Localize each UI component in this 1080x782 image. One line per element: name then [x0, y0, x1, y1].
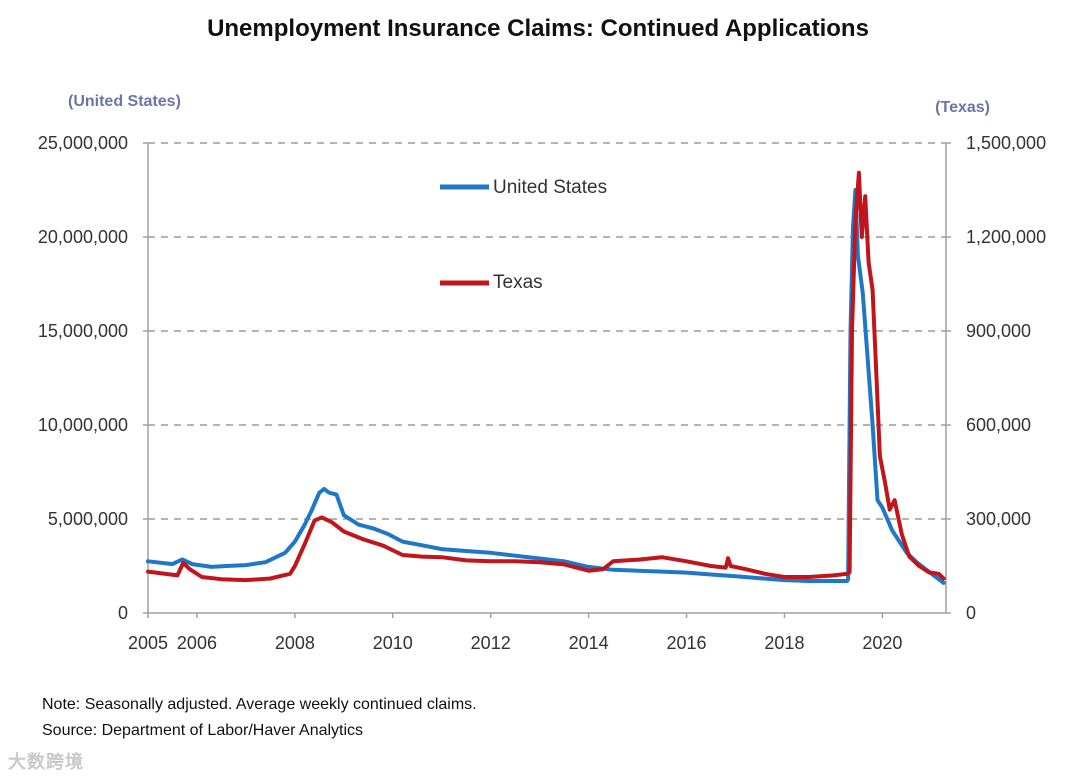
left-tick-label: 25,000,000: [38, 133, 128, 153]
watermark: 大数跨境: [8, 752, 84, 773]
right-tick-label: 600,000: [966, 415, 1031, 435]
axes: [147, 143, 947, 614]
right-tick-label: 1,200,000: [966, 227, 1046, 247]
right-tick-label: 0: [966, 603, 976, 623]
legend-label-texas: Texas: [493, 272, 543, 293]
note-text: Note: Seasonally adjusted. Average weekl…: [42, 696, 477, 713]
left-tick-label: 15,000,000: [38, 321, 128, 341]
left-tick-label: 0: [118, 603, 128, 623]
left-tick-label: 5,000,000: [48, 509, 128, 529]
chart-title: Unemployment Insurance Claims: Continued…: [207, 15, 869, 42]
series-group: [146, 170, 946, 585]
x-tick-label: 2014: [569, 633, 609, 653]
x-tick-label: 2008: [275, 633, 315, 653]
right-tick-label: 1,500,000: [966, 133, 1046, 153]
source-text: Source: Department of Labor/Haver Analyt…: [42, 722, 364, 739]
right-axis-unit: (Texas): [935, 99, 990, 116]
left-axis-ticks: 0 5,000,000 10,000,000 15,000,000 20,000,000…: [38, 133, 148, 623]
left-tick-label: 20,000,000: [38, 227, 128, 247]
x-tick-label: 2012: [471, 633, 511, 653]
series-line-united-states: [146, 188, 946, 585]
right-tick-label: 900,000: [966, 321, 1031, 341]
series-line-texas: [146, 170, 946, 583]
x-tick-label: 2006: [177, 633, 217, 653]
x-tick-label: 2016: [667, 633, 707, 653]
x-tick-label: 2010: [373, 633, 413, 653]
legend-label-united-states: United States: [493, 177, 607, 198]
right-axis-ticks: 0 300,000 600,000 900,000 1,200,000 1,500,000: [946, 133, 1046, 623]
gridlines: [148, 142, 946, 520]
legend: United States Texas: [440, 177, 607, 293]
x-axis-ticks: 2005 2006 2008 2010 2012 2014 2016 2018 2020: [128, 613, 902, 653]
x-tick-label: 2018: [764, 633, 804, 653]
x-tick-label: 2005: [128, 633, 168, 653]
left-tick-label: 10,000,000: [38, 415, 128, 435]
left-axis-unit: (United States): [68, 93, 181, 110]
x-tick-label: 2020: [862, 633, 902, 653]
right-tick-label: 300,000: [966, 509, 1031, 529]
